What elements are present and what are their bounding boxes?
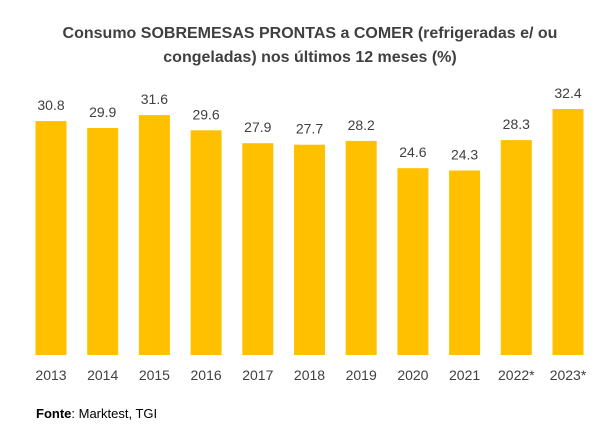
- x-tick-label: 2018: [294, 367, 325, 383]
- bar-2019: [345, 140, 377, 355]
- value-label: 30.8: [37, 97, 64, 113]
- x-tick-label: 2013: [35, 367, 66, 383]
- bar-2015: [138, 115, 170, 355]
- value-labels-group: 30.8 29.9 31.6 29.6 27.9 27.7 28.2 24.6 24.3 28.3…: [37, 85, 581, 163]
- bar-2021: [449, 170, 481, 355]
- bar-2013: [35, 121, 67, 355]
- x-tick-label: 2014: [87, 367, 118, 383]
- x-tick-label: 2021: [449, 367, 480, 383]
- bar-2023-est: [552, 109, 584, 355]
- value-label: 31.6: [141, 91, 168, 107]
- bar-2022-est: [500, 140, 532, 355]
- x-tick-label: 2017: [242, 367, 273, 383]
- x-tick-label: 2016: [191, 367, 222, 383]
- bar-2018: [294, 144, 325, 355]
- bar-2017: [242, 143, 274, 355]
- value-label: 29.9: [89, 104, 116, 120]
- bar-2016: [190, 130, 222, 355]
- source-note: Fonte: Marktest, TGI: [36, 406, 157, 421]
- x-tick-label: 2022*: [498, 367, 535, 383]
- value-label: 24.3: [451, 147, 478, 163]
- bars-group: [35, 109, 584, 355]
- value-label: 28.2: [348, 117, 375, 133]
- x-tick-label: 2019: [346, 367, 377, 383]
- value-label: 27.7: [296, 121, 323, 137]
- source-text: : Marktest, TGI: [71, 406, 158, 421]
- x-tick-label: 2023*: [550, 367, 587, 383]
- chart-title: Consumo SOBREMESAS PRONTAS a COMER (refr…: [62, 25, 558, 66]
- bar-2020: [397, 168, 429, 355]
- value-label: 28.3: [503, 116, 530, 132]
- x-tick-label: 2020: [397, 367, 428, 383]
- bar-2014: [87, 128, 119, 355]
- value-label: 29.6: [192, 106, 219, 122]
- value-label: 27.9: [244, 119, 271, 135]
- x-tick-labels-group: 2013 2014 2015 2016 2017 2018 2019 2020 2021 2022…: [35, 367, 586, 383]
- source-label: Fonte: [36, 406, 72, 421]
- value-label: 24.6: [399, 144, 426, 160]
- value-label: 32.4: [554, 85, 581, 101]
- x-tick-label: 2015: [139, 367, 170, 383]
